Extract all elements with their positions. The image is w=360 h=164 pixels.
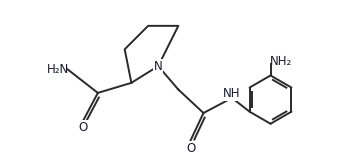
Text: NH: NH <box>222 87 240 100</box>
Text: O: O <box>78 121 87 134</box>
Text: O: O <box>186 142 195 155</box>
Text: H₂N: H₂N <box>46 63 69 76</box>
Text: NH₂: NH₂ <box>269 55 292 68</box>
Text: N: N <box>154 60 163 73</box>
